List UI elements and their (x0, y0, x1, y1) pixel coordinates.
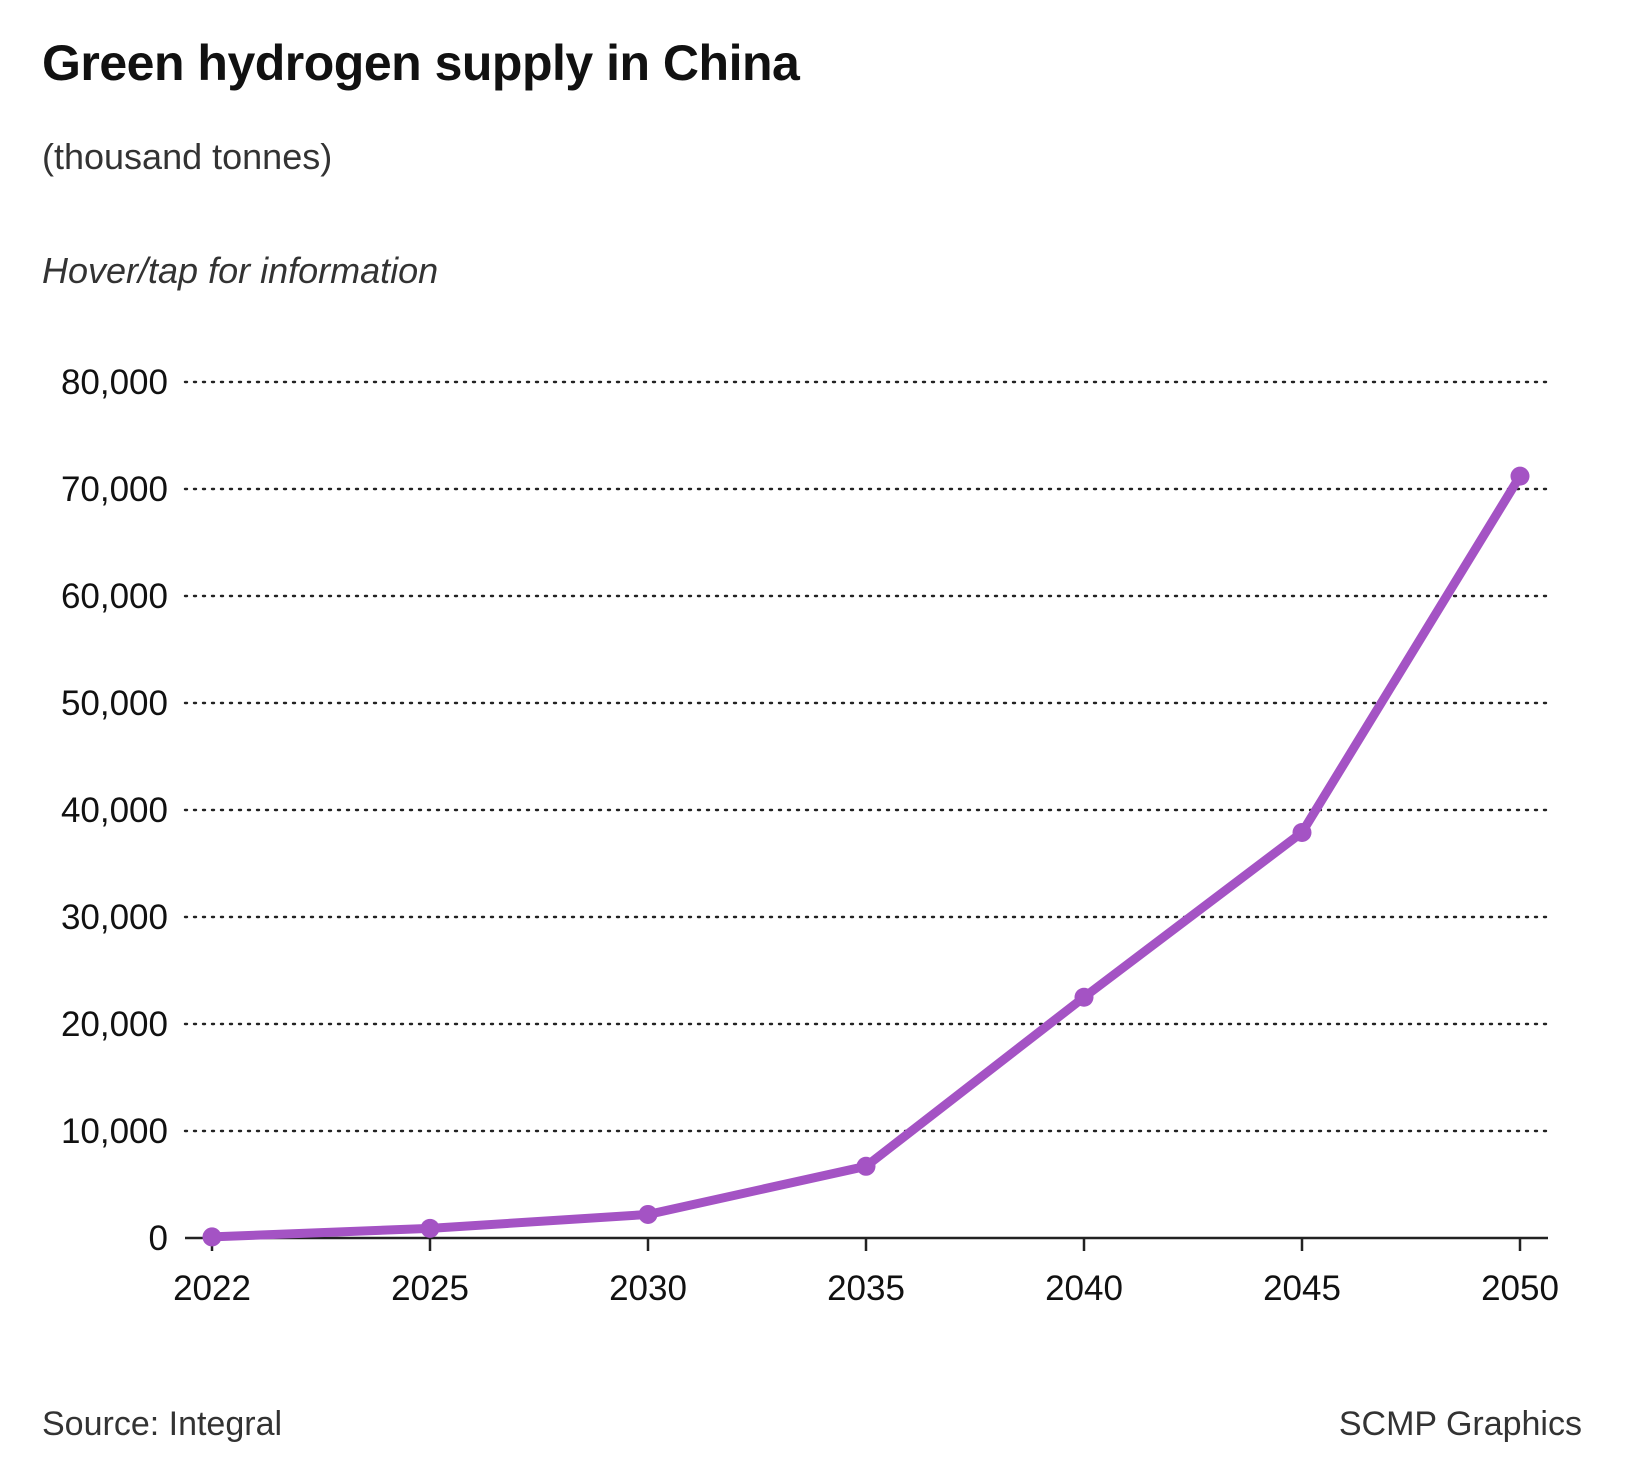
series-layer[interactable]: 2022: 100 2025: 900 2030: 2,200 2035: 6,700… (202, 466, 1530, 1247)
x-tick-label: 2025 (391, 1269, 469, 1308)
data-point[interactable]: 2025: 900 (420, 1218, 440, 1238)
y-tick-label: 70,000 (61, 470, 168, 509)
chart-subtitle: (thousand tonnes) (42, 136, 333, 177)
x-tick-label: 2030 (609, 1269, 687, 1308)
y-tick-label: 60,000 (61, 577, 168, 616)
x-tick-label: 2035 (827, 1269, 905, 1308)
x-tick-label: 2040 (1045, 1269, 1123, 1308)
data-point[interactable]: 2045: 37,900 (1292, 822, 1312, 842)
source-note: Source: Integral (42, 1405, 283, 1443)
x-axis-ticks: 2022 2025 2030 2035 2040 2045 2050 (173, 1238, 1559, 1308)
x-tick-label: 2045 (1263, 1269, 1341, 1308)
data-point[interactable]: 2050: 71,200 (1510, 466, 1530, 486)
data-point[interactable]: 2022: 100 (202, 1227, 222, 1247)
data-point[interactable]: 2030: 2,200 (638, 1204, 658, 1224)
graphics-credit: SCMP Graphics (1338, 1405, 1582, 1443)
y-tick-label: 50,000 (61, 684, 168, 723)
y-tick-label: 80,000 (61, 363, 168, 402)
y-axis-ticks: 0 10,000 20,000 30,000 40,000 50,000 60,000 70,… (61, 363, 168, 1258)
y-tick-label: 40,000 (61, 791, 168, 830)
chart-title: Green hydrogen supply in China (42, 35, 800, 91)
y-tick-label: 0 (149, 1219, 168, 1258)
x-tick-label: 2050 (1481, 1269, 1559, 1308)
hover-hint: Hover/tap for information (42, 250, 439, 291)
gridlines (183, 380, 1550, 1133)
x-tick-label: 2022 (173, 1269, 251, 1308)
data-point[interactable]: 2040: 22,500 (1074, 987, 1094, 1007)
y-tick-label: 30,000 (61, 898, 168, 937)
data-point[interactable]: 2035: 6,700 (856, 1156, 876, 1176)
y-tick-label: 20,000 (61, 1005, 168, 1044)
y-tick-label: 10,000 (61, 1112, 168, 1151)
series-line[interactable] (207, 471, 1525, 1242)
